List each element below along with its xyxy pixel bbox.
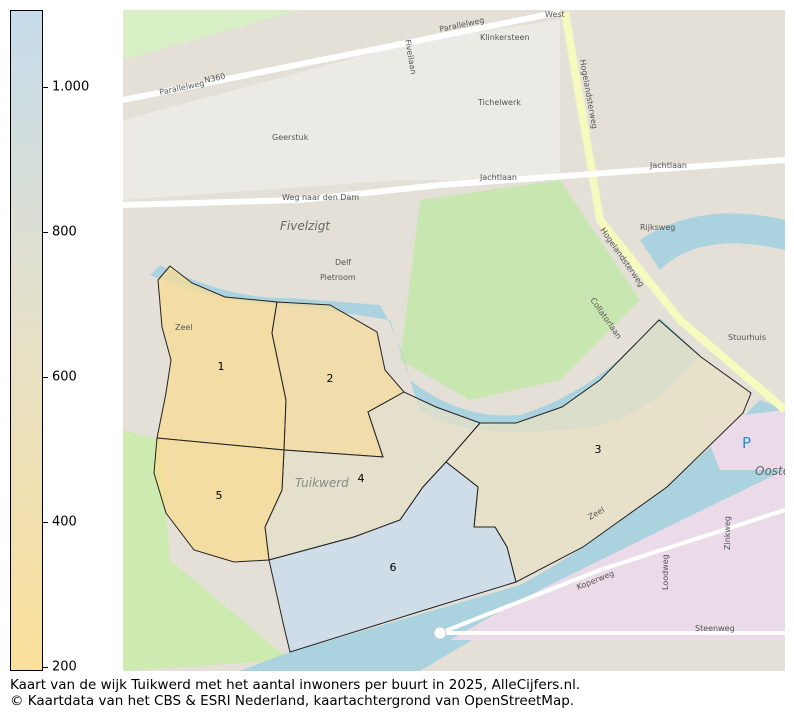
- colorbar-tick: [43, 666, 48, 668]
- canal: [150, 265, 700, 433]
- colorbar-tick: [43, 231, 48, 233]
- road-koperweg[interactable]: [439, 508, 785, 635]
- colorbar-tick-label: 400: [52, 514, 77, 530]
- road-jachtlaan[interactable]: [123, 157, 785, 208]
- street-label: Jachtlaan: [649, 161, 687, 170]
- road-parallelweg[interactable]: [123, 10, 561, 103]
- caption-line-2: © Kaartdata van het CBS & ESRI Nederland…: [10, 693, 575, 709]
- place-label-tuikwerd: Tuikwerd: [295, 476, 349, 490]
- colorbar-tick-label: 800: [52, 224, 77, 240]
- place-label-fivelzigt: Fivelzigt: [280, 219, 331, 233]
- street-label: Klinkersteen: [480, 33, 530, 42]
- street-label: Geerstuk: [272, 133, 309, 142]
- colorbar-tick: [43, 376, 48, 378]
- street-label: Jachtlaan: [479, 173, 517, 182]
- street-label: N360: [204, 72, 227, 85]
- neighbourhood-label: 6: [390, 561, 397, 574]
- roundabout: [433, 626, 447, 640]
- colorbar-tick: [43, 86, 48, 88]
- road-hogelandsterweg[interactable]: [561, 11, 785, 414]
- canal: [640, 213, 785, 270]
- colorbar-tick-label: 1.000: [52, 79, 90, 95]
- street-label: Delf: [335, 258, 351, 267]
- neighbourhood-label: 4: [358, 472, 365, 485]
- street-label: Loodweg: [661, 554, 670, 590]
- street-label: Rijksweg: [640, 223, 675, 232]
- green-area: [123, 20, 560, 200]
- map-caption: Kaart van de wijk Tuikwerd met het aanta…: [10, 677, 580, 709]
- street-label: Zeel: [175, 323, 193, 332]
- street-label: Stuurhuis: [728, 333, 766, 342]
- neighbourhood-label: 3: [595, 443, 602, 456]
- street-label: Tichelwerk: [477, 98, 521, 107]
- park: [400, 180, 640, 400]
- green-area: [123, 430, 290, 671]
- neighbourhood-label: 5: [216, 489, 223, 502]
- caption-line-1: Kaart van de wijk Tuikwerd met het aanta…: [10, 677, 581, 693]
- street-label: Weg naar den Dam: [282, 193, 359, 202]
- street-label: West: [545, 10, 565, 19]
- colorbar-legend: [10, 10, 43, 671]
- street-label: Zinkweg: [723, 516, 732, 550]
- street-label: Pietroom: [320, 273, 356, 282]
- colorbar-tick-label: 200: [52, 659, 77, 675]
- green-area: [123, 10, 300, 60]
- parking-icon: P: [742, 434, 751, 452]
- street-label: Steenweg: [695, 624, 735, 633]
- neighbourhood-label: 1: [218, 360, 225, 373]
- colorbar-tick: [43, 521, 48, 523]
- neighbourhood-label: 2: [327, 372, 334, 385]
- neighbourhood-6[interactable]: [268, 461, 517, 653]
- neighbourhood-5[interactable]: [153, 437, 285, 563]
- colorbar-tick-label: 600: [52, 369, 77, 385]
- place-label-ooste: Ooste: [755, 464, 785, 478]
